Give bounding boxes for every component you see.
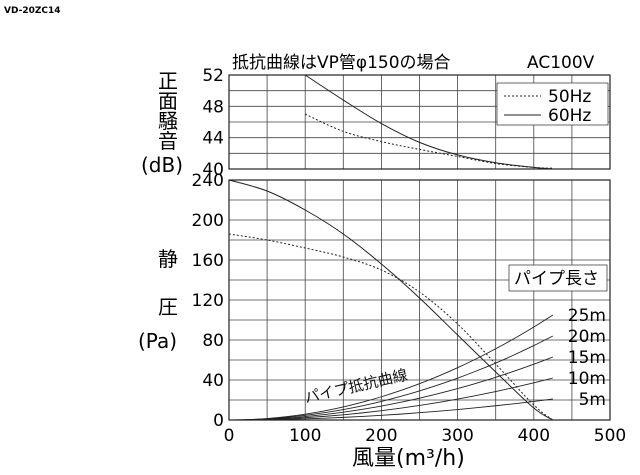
pipe-length-frame	[508, 264, 608, 292]
pressure-ytick-label: 0	[213, 411, 224, 431]
pressure-xtick-label: 300	[441, 426, 473, 446]
noise-ytick-label: 44	[202, 129, 224, 149]
legend-box	[496, 82, 609, 126]
noise-series-60hz-line	[304, 74, 553, 170]
pressure-series	[228, 179, 554, 421]
legend-label-50hz: 50Hz	[548, 87, 591, 107]
pressure-ytick-label: 80	[202, 331, 224, 351]
pipe-curve-label-15m: 15m	[568, 348, 606, 368]
pipe-curve-label-25m: 25m	[568, 306, 606, 326]
pipe-curve-label-20m: 20m	[568, 327, 606, 347]
noise-legend: 50Hz 60Hz	[496, 82, 609, 126]
noise-ylabel-char: 音	[158, 129, 178, 153]
noise-ytick-label: 40	[202, 160, 224, 180]
pressure-xtick-label: 0	[224, 426, 235, 446]
pressure-ylabel-char: 圧	[158, 295, 178, 319]
pressure-ytick-label: 120	[192, 291, 224, 311]
noise-yticks: 52 48 44 40	[202, 66, 224, 180]
pressure-ytick-label: 160	[192, 251, 224, 271]
pressure-series-60hz-line	[228, 179, 554, 421]
pipe-resistance-label: パイプ抵抗曲線	[303, 366, 409, 407]
pipe-curve-label-10m: 10m	[568, 369, 606, 389]
pipe-curve-10m	[228, 377, 553, 421]
pressure-series-50hz-line	[228, 233, 554, 421]
pressure-xtick-label: 500	[594, 426, 626, 446]
pipe-curve-5m	[228, 398, 553, 421]
x-axis-label: 風量(m³/h)	[352, 446, 465, 471]
noise-ylabel-unit: (dB)	[141, 153, 183, 177]
noise-ylabel-char: 正	[158, 69, 178, 93]
noise-note: 抵抗曲線はVP管φ150の場合	[232, 53, 451, 73]
pipe-curve-15m	[228, 356, 554, 421]
pipe-curve-20m	[228, 335, 554, 421]
pressure-ylabel: 静圧	[158, 247, 178, 319]
pressure-ytick-label: 40	[202, 371, 224, 391]
pressure-frame	[228, 179, 611, 421]
pressure-yticks: 240 200 160 120 80 40 0	[192, 171, 224, 431]
pressure-ytick-label: 200	[192, 211, 224, 231]
pressure-ylabel-unit: (Pa)	[138, 329, 177, 353]
pressure-ytick-label: 240	[192, 171, 224, 191]
pipe-curve-label-5m: 5m	[579, 390, 606, 410]
model-label: VD-20ZC14	[4, 6, 61, 16]
pipe-length-box: パイプ長さ	[508, 264, 608, 292]
noise-frame	[228, 74, 611, 170]
pressure-xticks: 0 100 200 300 400 500	[224, 426, 627, 446]
pipe-length-header: パイプ長さ	[514, 269, 599, 289]
pressure-ylabel-char: 静	[158, 247, 178, 271]
pressure-xtick-label: 400	[518, 426, 550, 446]
noise-ylabel-char: 騒	[158, 109, 178, 133]
noise-ytick-label: 52	[202, 66, 224, 86]
legend-label-60hz: 60Hz	[548, 106, 591, 126]
noise-ytick-label: 48	[202, 97, 224, 117]
pipe-curve-25m	[228, 314, 554, 421]
voltage-label: AC100V	[527, 53, 595, 73]
noise-ylabel-char: 面	[158, 89, 178, 113]
pressure-xtick-label: 200	[365, 426, 397, 446]
noise-series	[304, 74, 553, 170]
pressure-xtick-label: 100	[289, 426, 321, 446]
